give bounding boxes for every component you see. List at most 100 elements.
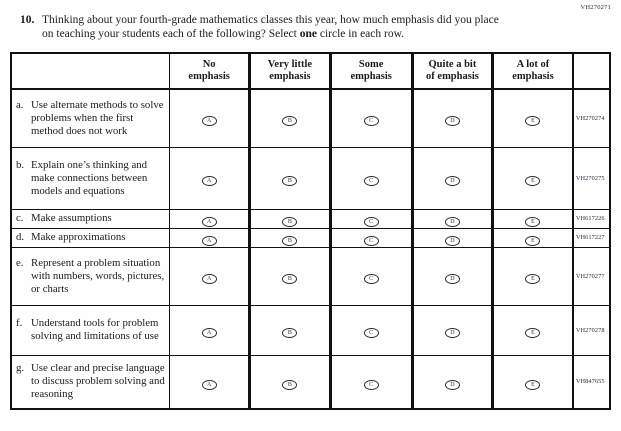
response-oval-b-a-lot[interactable]: E — [525, 176, 541, 186]
emphasis-matrix-table: No emphasis Very little emphasis Some empha… — [10, 52, 611, 410]
cell-a-a-lot: E — [491, 88, 573, 147]
table-row-f: f. Understand tools for problem solving a… — [11, 304, 610, 355]
response-oval-d-a-lot[interactable]: E — [525, 235, 541, 246]
response-oval-a-very-little[interactable]: B — [282, 116, 298, 127]
row-code-e: VH270277 — [571, 246, 610, 305]
cell-g-no-emphasis: A — [169, 354, 250, 409]
row-code-b: VH270275 — [571, 146, 610, 209]
col-header-no-emphasis: No emphasis — [169, 53, 250, 90]
question-block: 10. Thinking about your fourth-grade mat… — [0, 0, 621, 41]
response-oval-f-very-little[interactable]: B — [282, 328, 298, 338]
response-oval-b-no-emphasis[interactable]: A — [201, 176, 217, 186]
row-label-c: c. Make assumptions — [11, 208, 170, 228]
row-label-g: g. Use clear and precise language to disc… — [11, 354, 170, 409]
col-header-quite-a-bit-of-emphasis: Quite a bit of emphasis — [410, 53, 493, 90]
response-oval-f-a-lot[interactable]: E — [525, 328, 541, 338]
cell-g-some: C — [328, 354, 413, 409]
response-oval-b-quite-a-bit[interactable]: D — [444, 176, 460, 186]
response-oval-a-quite-a-bit[interactable]: D — [444, 116, 460, 127]
response-oval-c-a-lot[interactable]: E — [525, 216, 541, 227]
question-text-bold: one — [299, 28, 317, 40]
row-code-d: VH617227 — [571, 227, 610, 247]
response-oval-b-some[interactable]: C — [363, 176, 379, 186]
response-oval-a-no-emphasis[interactable]: A — [201, 116, 217, 127]
row-code-f: VH270278 — [571, 304, 610, 355]
response-oval-c-some[interactable]: C — [363, 216, 379, 227]
cell-f-no-emphasis: A — [169, 304, 250, 355]
response-oval-d-no-emphasis[interactable]: A — [201, 235, 217, 246]
cell-f-some: C — [328, 304, 413, 355]
response-oval-b-very-little[interactable]: B — [282, 176, 298, 186]
cell-d-a-lot: E — [491, 227, 573, 247]
row-label-b: b. Explain one’s thinking and make connec… — [11, 146, 170, 209]
col-header-some-emphasis: Some emphasis — [328, 53, 413, 90]
cell-d-very-little: B — [248, 227, 331, 247]
response-oval-c-quite-a-bit[interactable]: D — [444, 216, 460, 227]
cell-f-quite-a-bit: D — [410, 304, 493, 355]
response-oval-e-very-little[interactable]: B — [282, 274, 298, 284]
table-row-b: b. Explain one’s thinking and make connec… — [11, 146, 610, 209]
cell-c-quite-a-bit: D — [410, 208, 493, 228]
row-code-a: VH270274 — [571, 88, 610, 147]
response-oval-e-quite-a-bit[interactable]: D — [444, 274, 460, 284]
cell-a-some: C — [328, 88, 413, 147]
response-oval-d-some[interactable]: C — [363, 235, 379, 246]
cell-d-quite-a-bit: D — [410, 227, 493, 247]
response-oval-a-some[interactable]: C — [363, 116, 379, 127]
cell-a-no-emphasis: A — [169, 88, 250, 147]
table-row-e: e. Represent a problem situation with num… — [11, 246, 610, 305]
response-oval-d-very-little[interactable]: B — [282, 235, 298, 246]
cell-e-no-emphasis: A — [169, 246, 250, 305]
cell-f-a-lot: E — [491, 304, 573, 355]
question-text-part1: Thinking about your fourth-grade mathema… — [42, 14, 499, 40]
cell-d-no-emphasis: A — [169, 227, 250, 247]
response-oval-c-no-emphasis[interactable]: A — [201, 216, 217, 227]
row-label-a: a. Use alternate methods to solve problem… — [11, 88, 170, 147]
cell-f-very-little: B — [248, 304, 331, 355]
cell-g-a-lot: E — [491, 354, 573, 409]
cell-d-some: C — [328, 227, 413, 247]
corner-cell — [11, 53, 170, 90]
col-header-very-little-emphasis: Very little emphasis — [248, 53, 331, 90]
row-code-g: VH847655 — [571, 354, 610, 409]
response-oval-d-quite-a-bit[interactable]: D — [444, 235, 460, 246]
row-label-f: f. Understand tools for problem solving a… — [11, 304, 170, 355]
cell-c-a-lot: E — [491, 208, 573, 228]
row-code-c: VH617226 — [571, 208, 610, 228]
cell-g-quite-a-bit: D — [410, 354, 493, 409]
response-oval-g-very-little[interactable]: B — [282, 379, 298, 390]
cell-b-quite-a-bit: D — [410, 146, 493, 209]
question-text-part2: circle in each row. — [316, 28, 405, 40]
response-oval-e-some[interactable]: C — [363, 274, 379, 284]
response-oval-f-quite-a-bit[interactable]: D — [444, 328, 460, 338]
header-row: No emphasis Very little emphasis Some empha… — [11, 53, 610, 90]
cell-e-quite-a-bit: D — [410, 246, 493, 305]
cell-a-quite-a-bit: D — [410, 88, 493, 147]
row-label-d: d. Make approximations — [11, 227, 170, 247]
cell-c-some: C — [328, 208, 413, 228]
row-label-e: e. Represent a problem situation with num… — [11, 246, 170, 305]
response-oval-a-a-lot[interactable]: E — [525, 116, 541, 127]
response-oval-e-a-lot[interactable]: E — [525, 274, 541, 284]
cell-b-some: C — [328, 146, 413, 209]
cell-e-some: C — [328, 246, 413, 305]
page-form-code: VH270271 — [580, 4, 611, 11]
response-oval-e-no-emphasis[interactable]: A — [201, 274, 217, 284]
cell-c-very-little: B — [248, 208, 331, 228]
response-oval-c-very-little[interactable]: B — [282, 216, 298, 227]
cell-e-a-lot: E — [491, 246, 573, 305]
response-oval-f-no-emphasis[interactable]: A — [201, 328, 217, 338]
cell-b-no-emphasis: A — [169, 146, 250, 209]
cell-a-very-little: B — [248, 88, 331, 147]
response-oval-f-some[interactable]: C — [363, 328, 379, 338]
question-number: 10. — [20, 14, 35, 26]
response-oval-g-quite-a-bit[interactable]: D — [444, 379, 460, 390]
table-row-a: a. Use alternate methods to solve problem… — [11, 88, 610, 147]
response-oval-g-no-emphasis[interactable]: A — [201, 379, 217, 390]
code-column-header — [571, 53, 610, 90]
response-oval-g-some[interactable]: C — [363, 379, 379, 390]
table-row-c: c. Make assumptions A B C D E VH617226 — [11, 208, 610, 228]
cell-c-no-emphasis: A — [169, 208, 250, 228]
response-oval-g-a-lot[interactable]: E — [525, 379, 541, 390]
